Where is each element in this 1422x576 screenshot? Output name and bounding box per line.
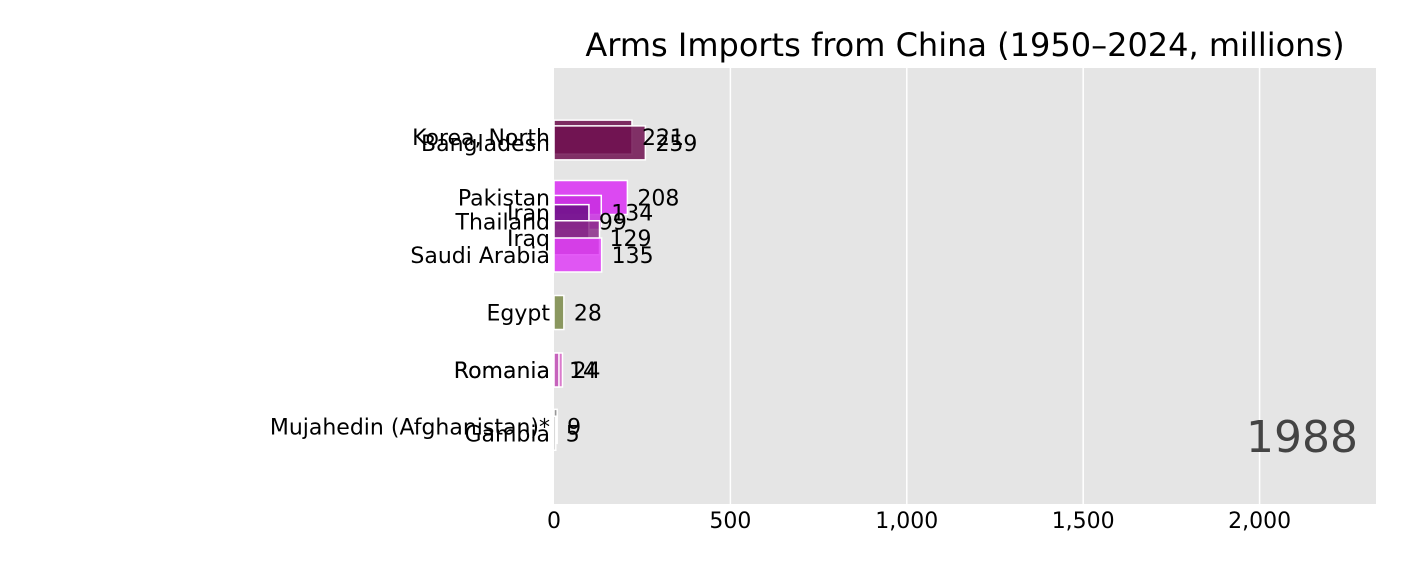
value-label: 129 [610,227,652,252]
value-label: 99 [599,211,627,236]
category-label: Pakistan [458,187,550,212]
year-label: 1988 [1246,412,1358,463]
category-label: Iraq [507,227,550,252]
x-tick-label: 500 [709,509,751,534]
chart-title: Arms Imports from China (1950–2024, mill… [585,26,1344,64]
value-label: 208 [637,187,679,212]
category-label: Mujahedin (Afghanistan)* [270,415,550,440]
bar [553,352,560,388]
category-label: Egypt [487,302,551,327]
category-label: Gambia [464,422,550,447]
bar [553,415,557,451]
category-label: Bangladesh [421,132,550,157]
value-label: 14 [569,359,597,384]
category-label: Saudi Arabia [410,244,550,269]
value-label: 135 [612,244,654,269]
category-label: Thailand [455,211,550,236]
value-label: 221 [642,126,684,151]
grid-layer [729,68,1261,504]
value-label: 134 [611,201,653,226]
bar [553,237,603,273]
bar [553,125,647,161]
category-label: Romania [454,359,550,384]
x-tick-label: 2,000 [1228,509,1291,534]
label-layer: Korea, North 221 Bangladesh 259 Pakistan 208 I… [270,126,698,447]
value-label: 24 [572,359,600,384]
value-label: 259 [655,132,697,157]
bar-layer [553,119,647,451]
tick-layer: 0 500 1,000 1,500 2,000 [547,509,1291,534]
x-tick-label: 1,000 [875,509,938,534]
value-label: 9 [567,415,581,440]
x-tick-label: 1,500 [1052,509,1115,534]
category-label: Romania [454,359,550,384]
plot-background [554,68,1376,504]
value-label: 5 [566,422,580,447]
category-label: Korea, North [412,126,550,151]
category-label: Iran [507,201,550,226]
x-tick-label: 0 [547,509,561,534]
bar [553,294,565,331]
value-label: 28 [574,302,602,327]
